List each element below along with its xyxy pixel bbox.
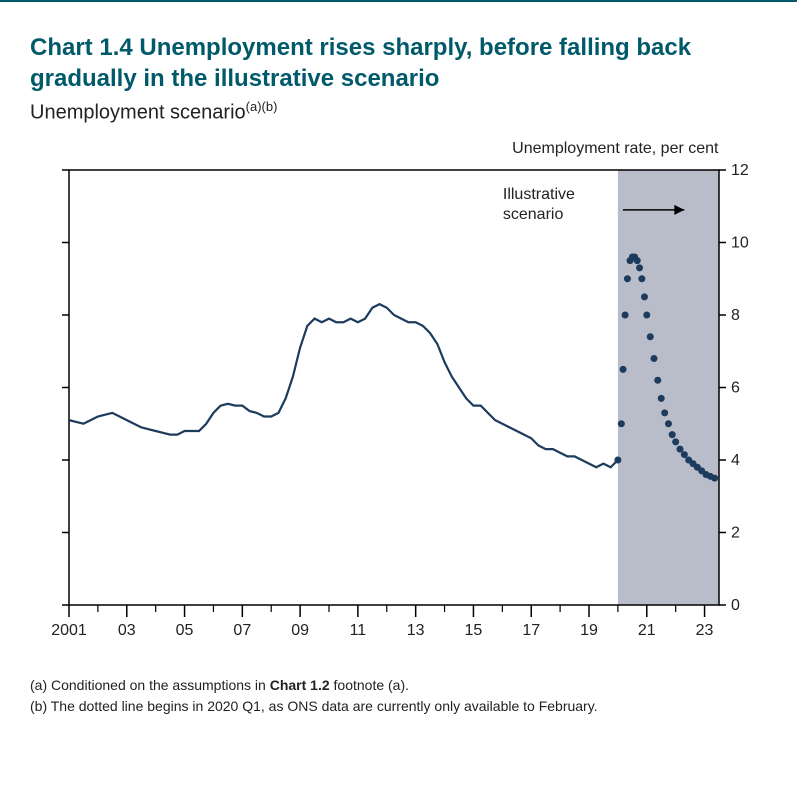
x-tick-label: 07 [233,622,251,639]
x-tick-label: 11 [349,622,366,639]
scenario-dot [636,264,643,271]
y-axis-title: Unemployment rate, per cent [512,140,718,158]
x-tick-label: 23 [695,622,713,639]
y-tick-label: 12 [731,162,749,179]
scenario-dot [654,377,661,384]
x-tick-label: 09 [291,622,309,639]
scenario-dot [646,333,653,340]
x-tick-label: 21 [637,622,655,639]
x-tick-label: 03 [117,622,135,639]
scenario-dot [619,366,626,373]
footnotes: (a) Conditioned on the assumptions in Ch… [30,675,767,717]
chart-title: Chart 1.4 Unemployment rises sharply, be… [30,32,767,94]
scenario-dot [672,438,679,445]
y-tick-label: 6 [731,380,740,397]
scenario-dot [623,275,630,282]
chart-svg: 0 2 4 6 8 10 12 2001 03 05 07 09 11 13 15 17 19 21 23 Illus… [39,140,759,660]
footnote-b: (b) The dotted line begins in 2020 Q1, a… [30,696,767,717]
y-tick-label: 8 [731,307,740,324]
annotation-line1: Illustrative [502,186,574,203]
scenario-dot [650,355,657,362]
scenario-dot [640,293,647,300]
x-tick-label: 13 [406,622,424,639]
y-tick-label: 4 [731,452,740,469]
scenario-dot [633,257,640,264]
x-tick-label: 15 [464,622,482,639]
x-tick-label: 19 [580,622,598,639]
scenario-dot [676,446,683,453]
scenario-dot [711,475,718,482]
scenario-dot [668,431,675,438]
y-tick-label: 2 [731,525,740,542]
footnote-a: (a) Conditioned on the assumptions in Ch… [30,675,767,696]
historical-line [69,304,618,467]
chart-number: Chart 1.4 [30,34,133,61]
y-tick-label: 0 [731,597,740,614]
x-tick-label: 05 [175,622,193,639]
x-tick-label: 17 [522,622,540,639]
scenario-dot [643,312,650,319]
scenario-dot [657,395,664,402]
chart-area: Unemployment rate, per cent 0 2 4 6 8 10 12 200… [39,140,759,660]
chart-subtitle: Unemployment scenario(a)(b) [30,99,767,125]
y-tick-label: 10 [731,235,749,252]
scenario-dot [661,409,668,416]
scenario-dot [621,312,628,319]
scenario-dot [638,275,645,282]
illustrative-shade [617,170,718,605]
scenario-dot [614,457,621,464]
x-tick-label: 2001 [51,622,87,639]
scenario-dot [617,420,624,427]
annotation-line2: scenario [502,206,563,223]
scenario-dot [664,420,671,427]
scenario-dot [680,451,687,458]
